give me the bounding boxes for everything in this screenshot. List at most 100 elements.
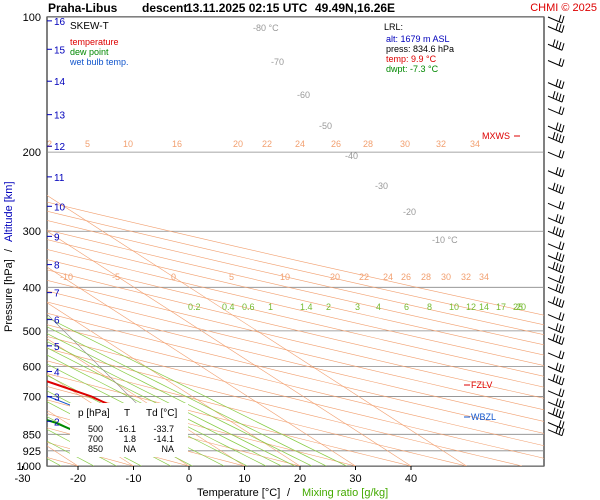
wind-barb-staff [547,217,563,225]
wind-barb-staff [547,43,563,51]
lrl-dwpt: dwpt: -7.3 °C [386,64,439,74]
isotherm-line [47,230,412,466]
wind-barb-feather [561,351,565,360]
pressure-tick-label: 1000 [17,461,41,473]
mixing-ratio-label: 14 [479,302,489,312]
legend-wet-bulb: wet bulb temp. [69,57,129,67]
pressure-tick-label: 300 [23,226,41,238]
legend-dew-point: dew point [70,47,109,57]
wind-barb-feather [558,185,562,193]
wind-barb-feather [558,274,562,283]
theta-label: 16 [172,139,182,149]
theta-label: 5 [85,139,90,149]
wind-barb-feather [558,312,562,320]
theta-label: 28 [363,139,373,149]
altitude-tick-label: 10 [54,202,66,213]
header-location: 49.49N,16.26E [315,1,395,15]
theta-label: -5 [112,272,120,282]
wind-barb-feather [558,14,562,22]
wind-barb-feather [561,169,565,177]
dry-adiabat-line [47,269,544,388]
isotherm-label: -20 [403,207,416,217]
wind-barb-feather [555,263,559,271]
mxws-marker: MXWS [482,131,510,141]
wind-barb-feather [555,227,559,235]
wind-barb-feather [561,377,565,386]
table-cell: NA [123,444,136,454]
pressure-tick-label: 925 [23,446,41,458]
wind-barb-feather [561,151,565,159]
dry-adiabat-line [47,279,544,399]
y-axis-label-sep: / [3,248,15,252]
mixing-ratio-label: 8 [427,302,432,312]
wind-barb-staff [547,151,563,159]
wind-barb-feather [561,124,565,133]
wind-barb [547,214,565,225]
wind-barb-feather [561,276,565,284]
altitude-tick-label: 14 [54,77,66,88]
x-tick-label: 20 [294,473,306,485]
theta-label: 5 [229,272,234,282]
wind-barb-staff [547,82,563,90]
table-header-t: T [124,408,130,419]
wind-barb-feather [558,388,562,396]
altitude-tick-label: 2 [54,417,60,428]
table-header-td: Td [°C] [146,408,177,419]
wind-barb [547,39,565,51]
wind-barb [547,312,565,322]
isotherm-label: -50 [319,121,332,131]
wind-barb [547,362,565,373]
wind-barb [547,149,565,159]
wind-barb-staff [547,230,563,238]
theta-label: 10 [280,272,290,282]
wind-barb [547,350,565,360]
dry-adiabat-line [47,259,544,377]
mixing-ratio-label: 6 [404,302,409,312]
wind-barb-feather [558,350,562,358]
wind-barb-staff [547,300,563,308]
mixing-ratio-label: 17 [496,302,506,312]
lrl-title: LRL: [384,22,403,32]
mixing-ratio-label: 0.2 [188,302,201,312]
dry-adiabat-line [47,360,467,466]
wind-barb-staff [547,95,563,103]
altitude-tick-label: 11 [54,173,65,184]
mixing-ratio-line [47,317,347,466]
header-datetime: 13.11.2025 02:15 UTC [186,1,308,15]
theta-label: 0 [171,272,176,282]
table-cell: NA [161,444,174,454]
wind-barb [547,296,565,308]
table-cell: -14.1 [153,434,174,444]
wind-barb-feather [558,241,562,249]
wind-barb-feather [561,186,565,194]
wind-barb [547,274,565,284]
wind-barb-feather [561,254,565,262]
isotherm-label: -80 °C [253,23,279,33]
fzlv-marker: FZLV [471,380,492,390]
wind-barb-feather [558,93,562,101]
wind-barb-feather [555,40,559,48]
wind-barb-feather [561,265,565,273]
wind-barb-feather [558,149,562,157]
temperature-line [47,380,181,431]
wind-barb-feather [555,334,559,343]
wind-barb [547,22,565,33]
wind-barb-feather [558,41,562,50]
wind-barb-feather [552,373,556,382]
wind-barb-feather [561,25,565,33]
wind-barb-feather [552,91,556,99]
mixing-ratio-label: 20 [516,302,526,312]
wind-barb [547,407,565,419]
wind-barb [547,241,565,251]
table-cell: 700 [88,434,103,444]
wind-barb [547,14,565,24]
x-tick-label: -20 [70,473,86,485]
wind-barb-feather [561,43,565,51]
x-tick-label: -10 [126,473,142,485]
wind-barb-feather [561,216,565,224]
wind-barb-feather [561,325,565,334]
y-axis-label-pressure: Pressure [hPa] [3,259,15,332]
pressure-tick-label: 400 [23,282,41,294]
wbzl-marker: WBZL [471,412,496,422]
